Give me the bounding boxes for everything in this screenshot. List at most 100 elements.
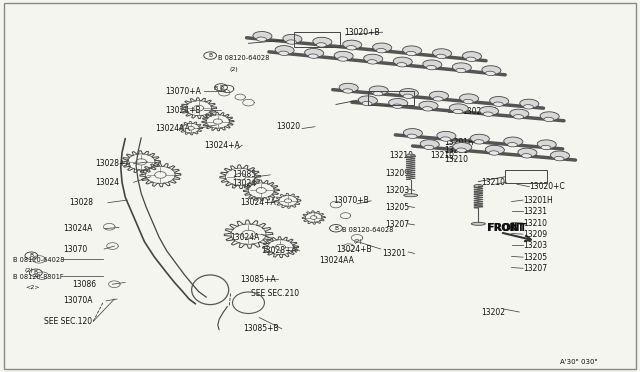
Text: 13210: 13210 <box>523 219 547 228</box>
Ellipse shape <box>279 51 289 55</box>
Ellipse shape <box>399 89 419 97</box>
Text: 13020+A: 13020+A <box>462 108 497 116</box>
Ellipse shape <box>393 57 412 66</box>
Ellipse shape <box>504 137 523 146</box>
Ellipse shape <box>466 57 476 61</box>
Ellipse shape <box>253 32 272 40</box>
Ellipse shape <box>367 60 377 64</box>
Text: 13203: 13203 <box>523 241 547 250</box>
Ellipse shape <box>373 92 383 96</box>
Text: (2): (2) <box>354 239 363 244</box>
Text: B 08120-64028: B 08120-64028 <box>13 257 65 263</box>
Text: 13207: 13207 <box>385 221 409 230</box>
Text: 13210: 13210 <box>430 151 454 160</box>
Ellipse shape <box>456 148 467 153</box>
Text: 13070: 13070 <box>63 244 88 253</box>
Ellipse shape <box>339 83 358 92</box>
Ellipse shape <box>524 105 533 109</box>
Ellipse shape <box>474 185 483 187</box>
Text: 13085+A: 13085+A <box>240 275 276 284</box>
Ellipse shape <box>313 37 332 46</box>
Ellipse shape <box>522 154 532 158</box>
Ellipse shape <box>460 94 479 103</box>
Ellipse shape <box>372 43 392 52</box>
Ellipse shape <box>483 112 493 116</box>
Ellipse shape <box>485 145 504 154</box>
Text: 13024A: 13024A <box>230 233 260 243</box>
Text: B: B <box>219 85 223 90</box>
Text: B: B <box>29 253 33 258</box>
Text: 13024: 13024 <box>232 179 256 187</box>
Ellipse shape <box>308 54 318 58</box>
Ellipse shape <box>470 134 490 143</box>
Ellipse shape <box>452 142 472 151</box>
Ellipse shape <box>283 34 302 43</box>
Text: 13205: 13205 <box>523 253 547 262</box>
Ellipse shape <box>420 140 439 148</box>
Text: 13024+A: 13024+A <box>204 141 239 150</box>
Ellipse shape <box>316 43 326 47</box>
Text: B 08120-64028: B 08120-64028 <box>218 55 269 61</box>
Text: 13070A: 13070A <box>63 296 93 305</box>
Text: 13024: 13024 <box>95 178 119 187</box>
Text: 13203: 13203 <box>385 186 409 195</box>
Ellipse shape <box>463 52 481 60</box>
Ellipse shape <box>403 94 413 99</box>
Text: 13070+A: 13070+A <box>166 87 202 96</box>
Ellipse shape <box>343 89 353 93</box>
Ellipse shape <box>433 49 452 58</box>
Ellipse shape <box>474 140 484 144</box>
Ellipse shape <box>275 46 294 54</box>
Ellipse shape <box>541 145 551 150</box>
Ellipse shape <box>257 37 266 41</box>
Ellipse shape <box>334 51 353 60</box>
Ellipse shape <box>463 99 473 104</box>
Bar <box>294 32 340 46</box>
Ellipse shape <box>419 101 438 110</box>
Bar <box>368 91 414 105</box>
Ellipse shape <box>392 104 403 108</box>
Text: B: B <box>208 53 212 58</box>
Ellipse shape <box>540 112 559 121</box>
Text: 13231: 13231 <box>445 146 468 155</box>
Text: 13024AA: 13024AA <box>156 124 190 133</box>
Text: B: B <box>213 86 217 92</box>
Text: SEE SEC.120: SEE SEC.120 <box>44 317 92 326</box>
Ellipse shape <box>338 57 348 61</box>
Ellipse shape <box>550 151 570 160</box>
Ellipse shape <box>403 129 422 137</box>
Text: 13020: 13020 <box>276 122 301 131</box>
Ellipse shape <box>471 222 485 225</box>
Ellipse shape <box>429 91 449 100</box>
Text: 13070+B: 13070+B <box>333 196 369 205</box>
Ellipse shape <box>364 54 383 63</box>
Ellipse shape <box>407 134 417 138</box>
Text: 13201H: 13201H <box>523 196 553 205</box>
Ellipse shape <box>452 63 472 71</box>
Ellipse shape <box>369 86 388 95</box>
Ellipse shape <box>388 99 408 107</box>
Text: B 08120-64028: B 08120-64028 <box>342 227 394 234</box>
Bar <box>505 170 547 183</box>
Ellipse shape <box>518 148 537 157</box>
Text: 13207: 13207 <box>523 264 547 273</box>
Ellipse shape <box>513 115 524 119</box>
Text: 13205: 13205 <box>385 203 409 212</box>
Text: 13024A: 13024A <box>63 224 93 233</box>
Ellipse shape <box>358 96 378 105</box>
Ellipse shape <box>482 66 501 74</box>
Text: 13024+B: 13024+B <box>166 106 201 115</box>
Text: 13210: 13210 <box>481 178 505 187</box>
Ellipse shape <box>490 97 509 105</box>
Text: 13231: 13231 <box>523 207 547 216</box>
Ellipse shape <box>544 117 554 122</box>
Text: FRONT: FRONT <box>487 222 525 232</box>
Text: 13024AA: 13024AA <box>319 256 353 264</box>
Text: <2>: <2> <box>25 285 40 290</box>
Ellipse shape <box>437 131 456 140</box>
Text: 13020+B: 13020+B <box>344 28 380 37</box>
Ellipse shape <box>479 106 499 115</box>
Text: FRONT: FRONT <box>487 222 527 232</box>
Text: 13201: 13201 <box>383 249 406 258</box>
Ellipse shape <box>343 40 362 49</box>
